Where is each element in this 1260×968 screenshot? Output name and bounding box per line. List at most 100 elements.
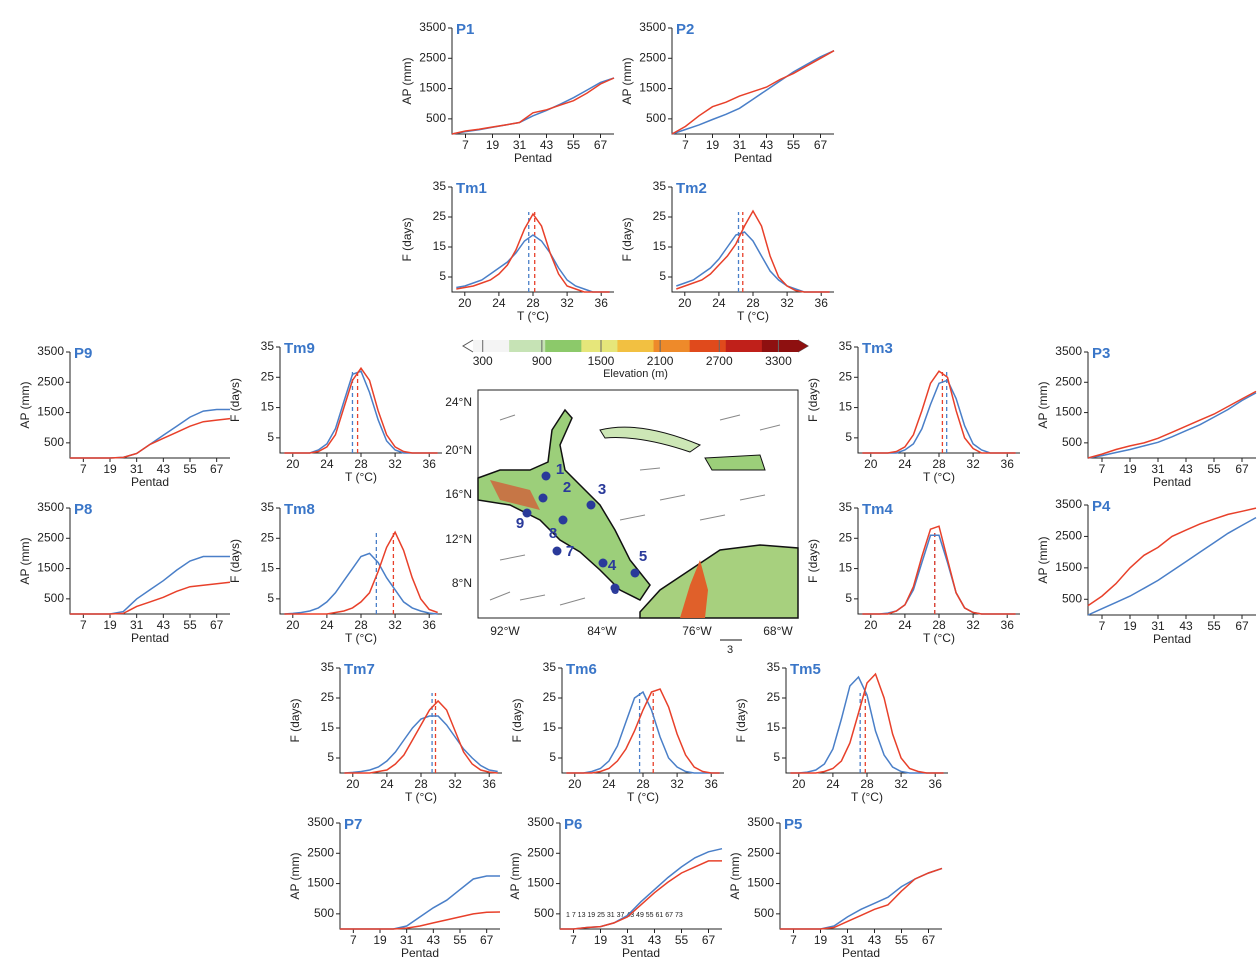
x-tick-label: 19 — [706, 138, 720, 152]
y-axis-label: F (days) — [620, 217, 634, 261]
x-tick-label: 67 — [210, 618, 224, 632]
x-tick-label: 31 — [513, 138, 527, 152]
y-tick-label: 5 — [549, 750, 556, 764]
station-label: 6 — [611, 581, 619, 598]
station-label: 8 — [549, 525, 557, 542]
hispaniola — [705, 455, 765, 470]
x-tick-label: 28 — [860, 777, 874, 791]
x-tick-label: 19 — [1123, 619, 1137, 633]
y-axis-label: AP (mm) — [620, 57, 634, 104]
y-tick-label: 2500 — [37, 530, 64, 544]
y-tick-label: 5 — [439, 269, 446, 283]
y-tick-label: 3500 — [37, 344, 64, 358]
panel-title: Tm7 — [344, 661, 375, 678]
y-tick-label: 15 — [653, 239, 667, 253]
panel-title: Tm9 — [284, 340, 315, 357]
panel: 50015002500350071931435567PentadAP (mm)P… — [508, 815, 722, 960]
y-tick-label: 5 — [267, 591, 274, 605]
colorbar-tick-label: 3300 — [765, 354, 792, 368]
lat-label: 20°N — [445, 443, 472, 457]
x-tick-label: 20 — [286, 457, 300, 471]
axes — [1088, 505, 1256, 615]
y-tick-label: 35 — [839, 500, 853, 514]
y-tick-label: 1500 — [527, 876, 554, 890]
x-axis-label: Pentad — [1153, 475, 1191, 489]
x-tick-label: 43 — [1179, 462, 1193, 476]
x-tick-label: 19 — [594, 933, 608, 947]
x-tick-label: 32 — [966, 457, 980, 471]
x-axis-label: T (°C) — [923, 631, 955, 645]
colorbar-tick-label: 2100 — [647, 354, 674, 368]
axes — [280, 347, 442, 453]
series-line — [284, 368, 437, 453]
series-line — [676, 232, 829, 292]
x-tick-label: 24 — [712, 296, 726, 310]
x-axis-label: T (°C) — [345, 631, 377, 645]
y-tick-label: 5 — [773, 750, 780, 764]
x-tick-label: 20 — [864, 457, 878, 471]
y-tick-label: 3500 — [1055, 497, 1082, 511]
x-tick-label: 55 — [183, 618, 197, 632]
x-tick-label: 24 — [826, 777, 840, 791]
x-tick-label: 20 — [568, 777, 582, 791]
lat-label: 12°N — [445, 532, 472, 546]
axes — [452, 187, 614, 292]
y-axis-label: F (days) — [510, 698, 524, 742]
y-tick-label: 5 — [845, 591, 852, 605]
series-line — [780, 868, 942, 929]
station-label: 3 — [598, 481, 606, 498]
colorbar-swatch — [581, 340, 618, 352]
lat-label: 24°N — [445, 395, 472, 409]
panel-title: P7 — [344, 816, 362, 833]
axes — [452, 28, 614, 134]
lon-label: 84°W — [587, 624, 617, 638]
x-tick-label: 28 — [354, 457, 368, 471]
y-axis-label: F (days) — [806, 378, 820, 422]
axes — [858, 347, 1020, 453]
x-tick-label: 19 — [103, 462, 117, 476]
x-tick-label: 32 — [670, 777, 684, 791]
x-tick-label: 36 — [483, 777, 497, 791]
y-tick-label: 1500 — [37, 561, 64, 575]
panel: 50015002500350071931435567PentadAP (mm)P… — [288, 815, 500, 960]
panel: 51525352024283236T (°C)F (days)Tm6 — [510, 660, 724, 804]
y-tick-label: 15 — [261, 561, 275, 575]
panel-title: P9 — [74, 345, 92, 362]
y-tick-label: 15 — [543, 720, 557, 734]
x-tick-label: 19 — [814, 933, 828, 947]
axes — [70, 508, 230, 614]
y-tick-label: 1500 — [639, 81, 666, 95]
x-tick-label: 31 — [1151, 462, 1165, 476]
x-tick-label: 31 — [841, 933, 855, 947]
colorbar-swatch — [473, 340, 510, 352]
y-axis-label: AP (mm) — [18, 537, 32, 584]
x-tick-label: 31 — [130, 618, 144, 632]
y-tick-label: 1500 — [307, 876, 334, 890]
x-tick-label: 28 — [932, 618, 946, 632]
x-axis-label: T (°C) — [923, 470, 955, 484]
x-tick-label: 24 — [898, 457, 912, 471]
x-tick-label: 67 — [210, 462, 224, 476]
axes — [672, 187, 834, 292]
station — [631, 569, 640, 578]
axes — [780, 823, 942, 929]
x-tick-label: 67 — [702, 933, 716, 947]
x-tick-label: 7 — [682, 138, 689, 152]
panel-title: Tm5 — [790, 661, 821, 678]
series-line — [1088, 518, 1256, 615]
panel-title: P8 — [74, 501, 92, 518]
y-tick-label: 2500 — [639, 50, 666, 64]
panel: 50015002500350071931435567PentadAP (mm)P… — [400, 20, 614, 165]
y-tick-label: 2500 — [419, 50, 446, 64]
y-tick-label: 2500 — [307, 845, 334, 859]
lon-label: 92°W — [490, 624, 520, 638]
y-tick-label: 5 — [845, 430, 852, 444]
y-tick-label: 25 — [321, 690, 335, 704]
series-line — [284, 371, 437, 453]
y-tick-label: 3500 — [1055, 344, 1082, 358]
y-tick-label: 1500 — [747, 876, 774, 890]
lat-label: 8°N — [452, 576, 472, 590]
